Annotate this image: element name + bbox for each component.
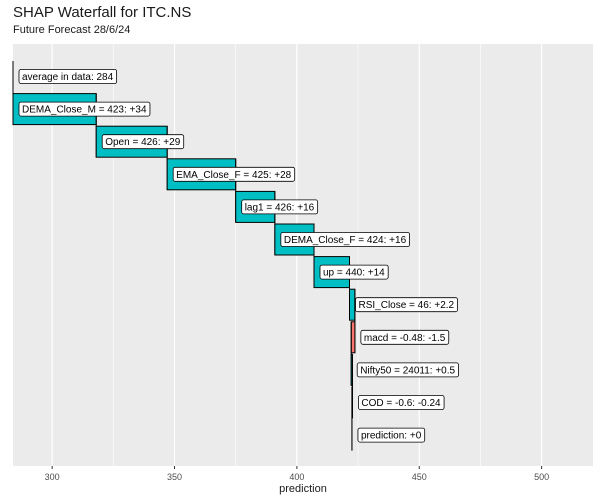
step-label: up = 440: +14 [319,264,389,280]
chart-subtitle: Future Forecast 28/6/24 [13,24,131,36]
step-label-text: up = 440: +14 [323,268,385,279]
step-label-text: EMA_Close_F = 425: +28 [176,170,292,181]
x-tick-label: 350 [167,472,182,482]
step-label-box [355,297,458,313]
step-label-box [101,134,185,150]
step-label: Nifty50 = 24011: +0.5 [356,362,459,378]
step-label-box [356,362,459,378]
waterfall-bar [348,288,356,321]
step-label-text: DEMA_Close_M = 423: +34 [22,105,147,116]
step-label-box [18,101,151,117]
step-label-text: RSI_Close = 46: +2.2 [358,300,454,311]
chart-title: SHAP Waterfall for ITC.NS [13,4,192,21]
x-tick-label: 300 [45,472,60,482]
step-label: Open = 426: +29 [101,134,185,150]
step-label: macd = -0.48: -1.5 [360,329,450,345]
step-label: average in data: 284 [18,69,118,84]
step-label: COD = -0.6: -0.24 [358,395,445,410]
step-label-text: lag1 = 426: +16 [245,202,315,213]
waterfall-bar [350,321,356,354]
step-label-text: COD = -0.6: -0.24 [361,398,441,409]
step-label-box [358,395,445,410]
x-tick-label: 400 [289,472,304,482]
step-label-box [360,329,450,345]
step-label-text: DEMA_Close_F = 424: +16 [284,235,407,246]
step-label-box [357,427,426,443]
step-label-text: macd = -0.48: -1.5 [364,333,446,344]
step-label: RSI_Close = 46: +2.2 [355,297,458,313]
step-label-text: prediction: +0 [361,431,422,442]
step-label: EMA_Close_F = 425: +28 [172,166,296,182]
step-label-text: Nifty50 = 24011: +0.5 [360,365,455,376]
x-tick-label: 450 [412,472,427,482]
step-label: DEMA_Close_M = 423: +34 [18,101,151,117]
x-tick-label: 500 [534,472,549,482]
step-label-box [319,264,389,280]
step-label-box [241,199,319,215]
step-label-text: Open = 426: +29 [105,137,181,148]
x-axis-label: prediction [279,483,327,495]
step-label-box [172,166,296,182]
step-label-text: average in data: 284 [22,72,114,83]
step-label: lag1 = 426: +16 [241,199,319,215]
step-label: prediction: +0 [357,427,426,443]
step-label: DEMA_Close_F = 424: +16 [280,232,410,247]
step-label-box [280,232,410,247]
step-label-box [18,69,118,84]
